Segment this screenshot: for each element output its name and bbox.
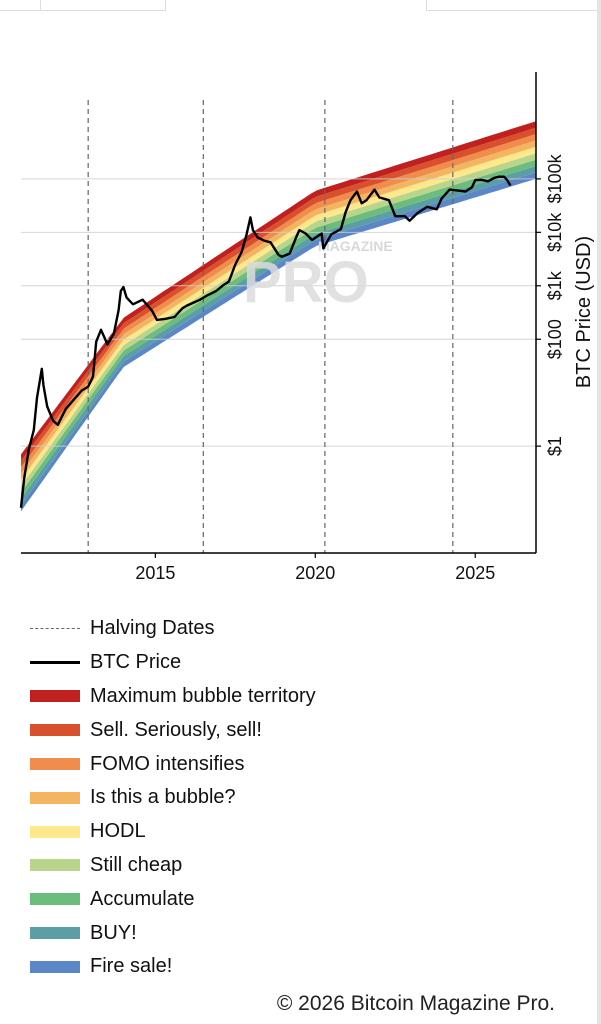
axes [21,72,537,554]
legend-item[interactable]: BTC Price [30,646,570,680]
legend-item[interactable]: FOMO intensifies [30,747,570,781]
x-tick-label: 2015 [135,563,175,583]
legend-label: FOMO intensifies [90,752,245,775]
legend-item[interactable]: Maximum bubble territory [30,680,570,714]
legend-swatch [30,758,80,771]
y-tick-label: $100 [545,319,565,359]
legend-swatch [30,927,80,940]
halving-dates [87,100,454,553]
tab-segment[interactable] [426,0,601,11]
x-tick-label: 2025 [455,563,495,583]
rainbow-bands [21,121,536,512]
legend-swatch [30,724,80,737]
legend-label: Still cheap [90,853,183,876]
legend-item[interactable]: Fire sale! [30,950,570,984]
legend-item[interactable]: HODL [30,815,570,849]
legend-label: Is this a bubble? [90,786,236,809]
watermark-big-text: PRO [243,250,369,315]
y-tick-label: $1 [545,436,565,456]
legend-label: Accumulate [90,887,195,910]
legend-swatch [30,661,80,665]
legend-swatch [30,825,80,838]
rainbow-band-3 [21,159,536,499]
scrollbar[interactable] [597,0,601,1024]
legend-label: Maximum bubble territory [90,684,316,707]
legend-label: Fire sale! [90,955,173,978]
legend-label: Sell. Seriously, sell! [90,718,262,741]
legend-item[interactable]: Is this a bubble? [30,781,570,815]
tab-segment[interactable] [40,0,166,11]
legend-item[interactable]: Halving Dates [30,612,570,646]
chart-legend: Halving Dates BTC Price Maximum bubble ter… [30,612,570,984]
legend-swatch [30,859,80,872]
x-ticks: 2015 2020 2025 [135,553,495,583]
btc-price-series [19,175,512,508]
legend-label: HODL [90,820,146,843]
tab-segment[interactable] [0,0,41,11]
x-tick-label: 2020 [295,563,335,583]
legend-swatch [30,628,80,630]
watermark: MAGAZINE PRO [243,238,393,315]
rainbow-price-chart: MAGAZINE PRO 2015 2020 2025 $1$100$1k$10k$… [19,72,595,583]
y-tick-label: $10k [545,212,565,252]
legend-item[interactable]: Sell. Seriously, sell! [30,713,570,747]
legend-label: BTC Price [90,651,182,674]
legend-label: BUY! [90,921,137,944]
legend-item[interactable]: Accumulate [30,882,570,916]
legend-swatch [30,690,80,703]
grid-lines [21,178,536,447]
watermark-small-text: MAGAZINE [318,238,393,254]
y-tick-label: $100k [545,153,565,203]
legend-swatch [30,893,80,906]
legend-swatch [30,791,80,804]
y-axis-label: BTC Price (USD) [573,236,595,388]
legend-swatch [30,960,80,973]
copyright-notice: © 2026 Bitcoin Magazine Pro. [276,992,555,1015]
y-ticks: $1 $100 $1k $10k $100k [536,153,565,456]
legend-item[interactable]: Still cheap [30,849,570,883]
rainbow-band-4 [21,153,536,493]
legend-item[interactable]: BUY! [30,916,570,950]
browser-tab-strip [0,0,601,12]
y-tick-label: $1k [545,270,565,300]
btc-price-line [19,175,512,508]
legend-label: Halving Dates [90,617,215,640]
